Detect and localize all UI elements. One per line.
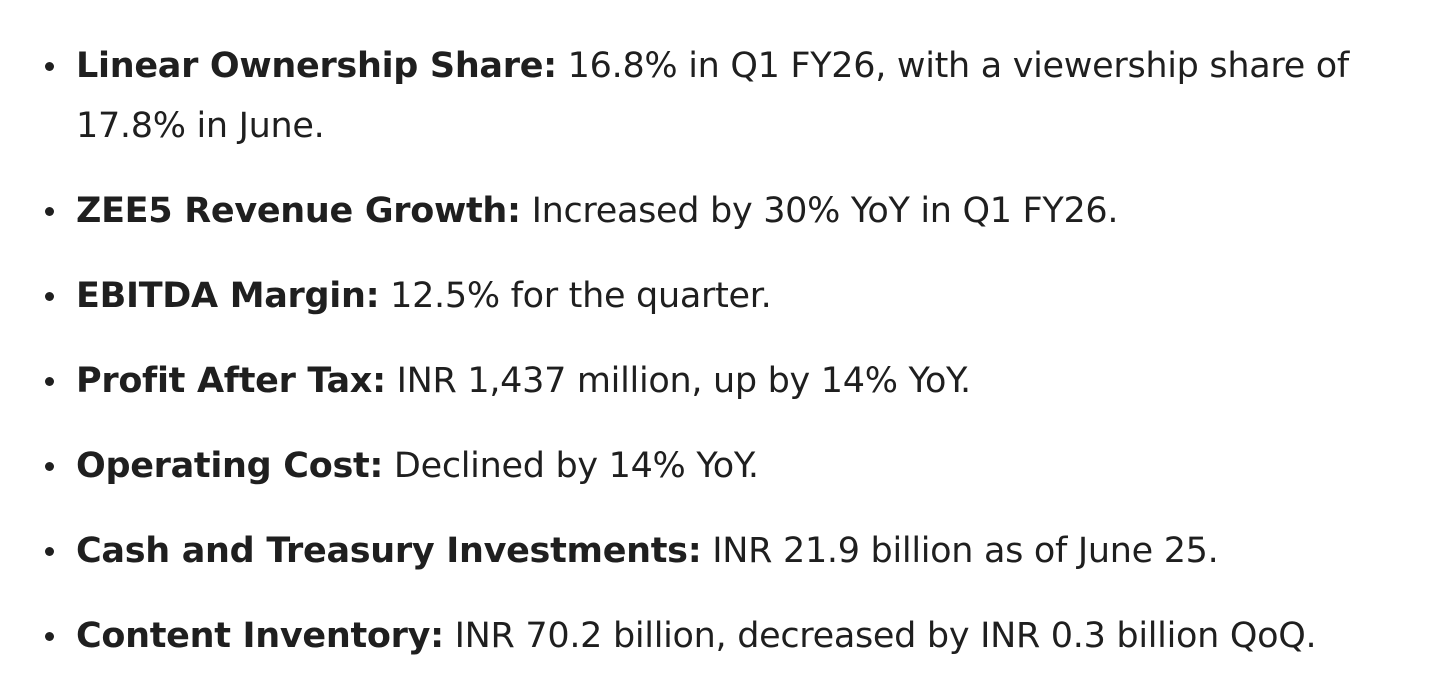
- bullet-icon: [45, 632, 54, 641]
- list-item: Linear Ownership Share: 16.8% in Q1 FY26…: [0, 36, 1438, 156]
- metric-label: Linear Ownership Share:: [76, 46, 557, 86]
- metric-label: EBITDA Margin:: [76, 276, 380, 316]
- list-item: Cash and Treasury Investments: INR 21.9 …: [0, 521, 1438, 581]
- bullet-icon: [45, 462, 54, 471]
- list-item: EBITDA Margin: 12.5% for the quarter.: [0, 266, 1438, 326]
- metric-label: Operating Cost:: [76, 446, 384, 486]
- metric-label: ZEE5 Revenue Growth:: [76, 191, 521, 231]
- bullet-icon: [45, 547, 54, 556]
- metric-text: INR 21.9 billion as of June 25.: [701, 531, 1219, 571]
- metric-label: Content Inventory:: [76, 616, 444, 656]
- list-item: Profit After Tax: INR 1,437 million, up …: [0, 351, 1438, 411]
- list-item: ZEE5 Revenue Growth: Increased by 30% Yo…: [0, 181, 1438, 241]
- metric-label: Cash and Treasury Investments:: [76, 531, 702, 571]
- bullet-icon: [45, 62, 54, 71]
- bullet-icon: [45, 292, 54, 301]
- metric-text: 12.5% for the quarter.: [379, 276, 772, 316]
- bullet-icon: [45, 377, 54, 386]
- list-item: Content Inventory: INR 70.2 billion, dec…: [0, 606, 1438, 666]
- metric-text: 16.8% in Q1 FY26, with a viewership shar…: [76, 46, 1349, 146]
- list-item: Operating Cost: Declined by 14% YoY.: [0, 436, 1438, 496]
- metric-text: INR 1,437 million, up by 14% YoY.: [385, 361, 972, 401]
- metric-text: Increased by 30% YoY in Q1 FY26.: [520, 191, 1119, 231]
- metric-label: Profit After Tax:: [76, 361, 386, 401]
- key-metrics-list: Linear Ownership Share: 16.8% in Q1 FY26…: [0, 36, 1438, 666]
- metric-text: INR 70.2 billion, decreased by INR 0.3 b…: [443, 616, 1317, 656]
- bullet-icon: [45, 207, 54, 216]
- metric-text: Declined by 14% YoY.: [383, 446, 759, 486]
